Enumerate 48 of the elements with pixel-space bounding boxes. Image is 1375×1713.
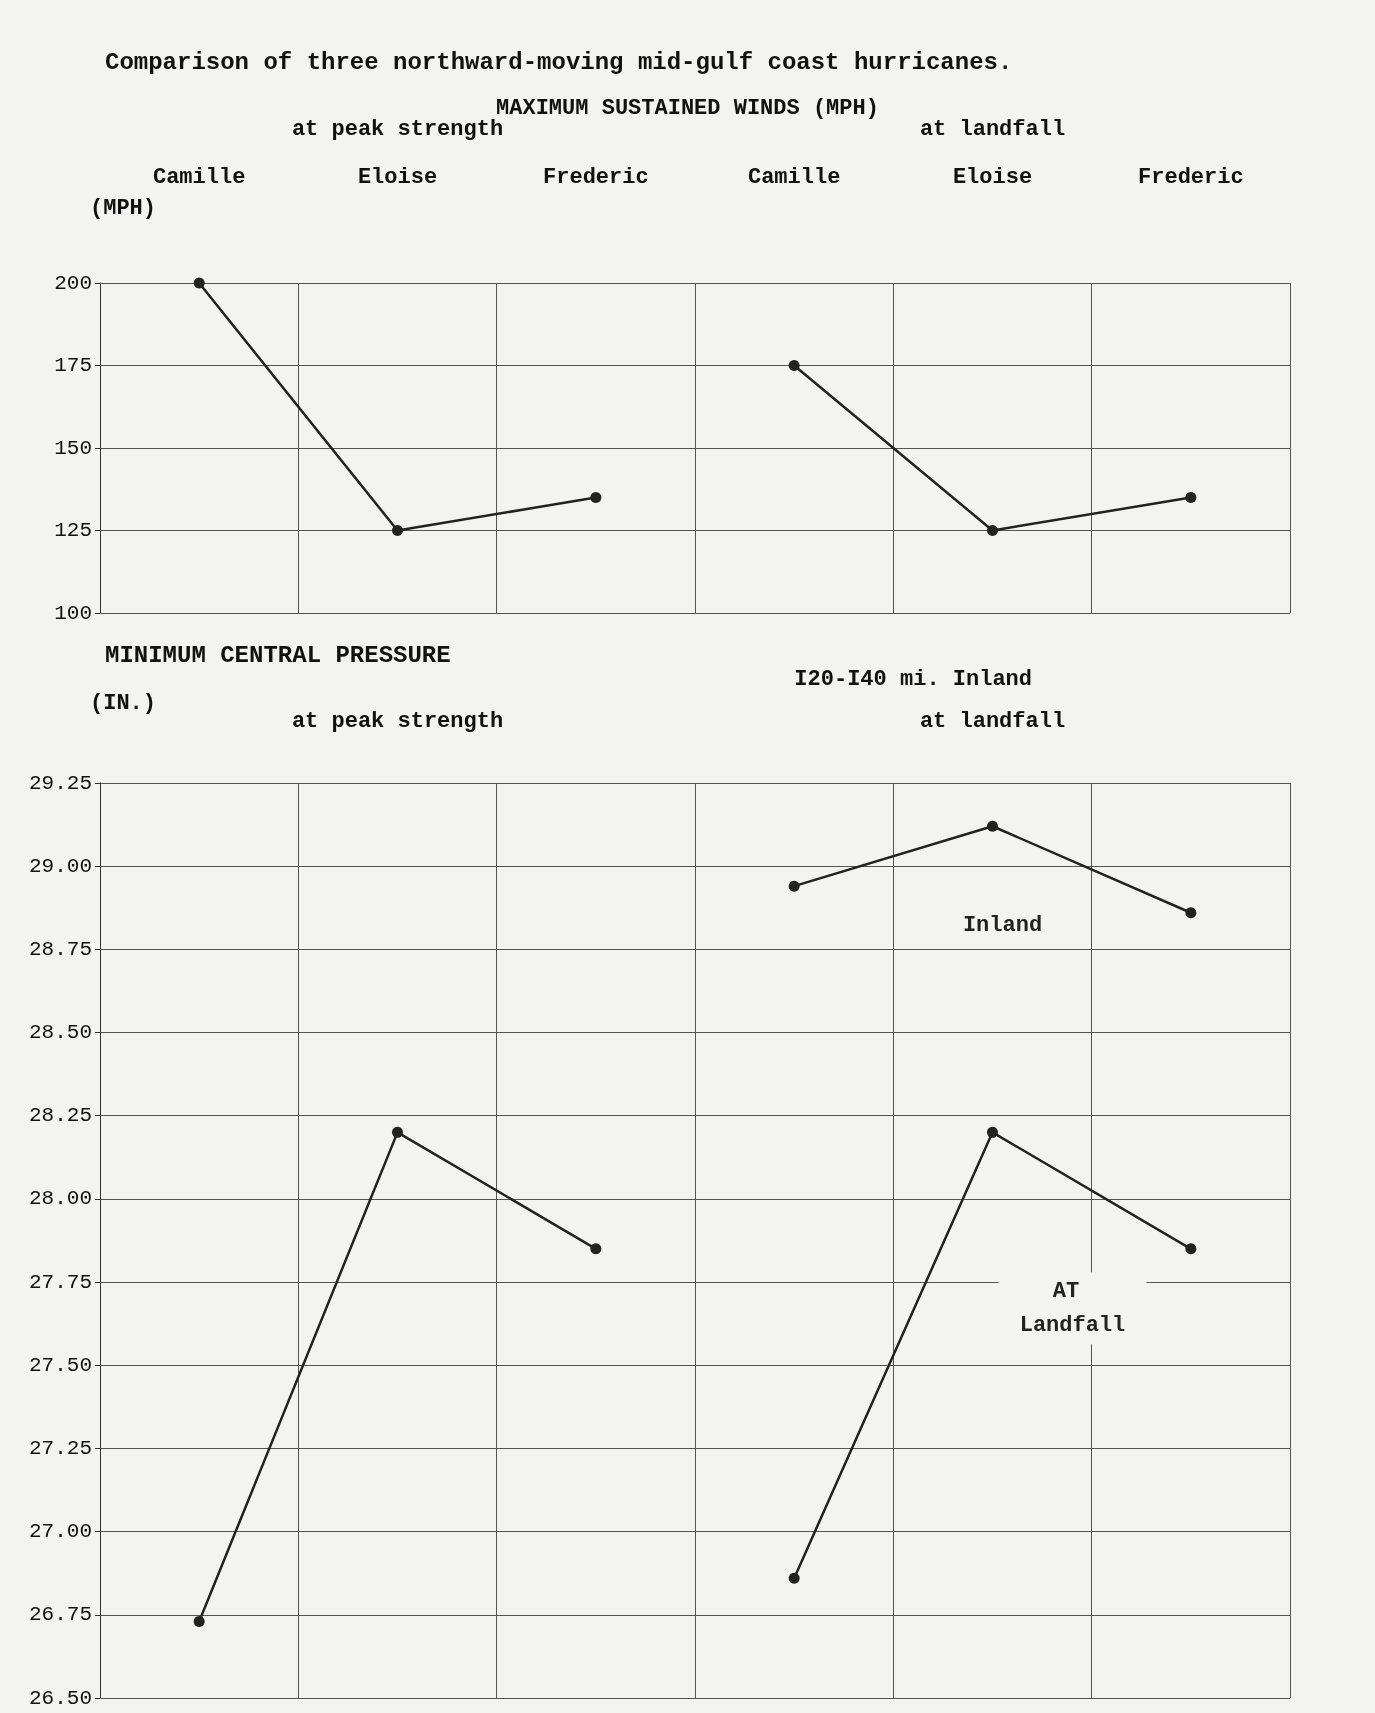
chart-title: MINIMUM CENTRAL PRESSURE (105, 641, 451, 669)
point (987, 525, 998, 536)
point (590, 1243, 602, 1255)
y-tick-label: 28.50 (28, 1021, 92, 1045)
point (987, 820, 998, 832)
y-tick-label: 200 (54, 271, 92, 295)
y-tick-label: 28.25 (28, 1104, 92, 1128)
y-tick-label: 27.50 (28, 1353, 92, 1377)
y-axis-title: (MPH) (90, 195, 157, 221)
y-tick-label: 100 (54, 601, 92, 625)
point (788, 1572, 800, 1584)
y-tick-label: 27.00 (28, 1520, 92, 1544)
point (392, 1126, 403, 1138)
y-tick-label: 29.25 (28, 771, 92, 795)
x-tick-label: Frederic (1138, 164, 1244, 190)
text: at landfall (919, 708, 1066, 734)
point (1185, 907, 1197, 919)
point (392, 525, 403, 536)
point (193, 277, 205, 289)
point (987, 1126, 998, 1138)
text: Inland (962, 912, 1043, 938)
y-tick-label: 27.75 (28, 1270, 92, 1294)
y-tick-label: 27.25 (28, 1436, 92, 1460)
text: at peak strength (291, 708, 504, 734)
y-tick-label: 26.50 (28, 1686, 92, 1710)
point (1185, 492, 1197, 503)
y-tick-label: 125 (54, 519, 92, 542)
x-tick-label: Eloise (357, 164, 438, 190)
point (590, 492, 602, 503)
point (193, 1615, 205, 1627)
y-tick-label: 28.00 (28, 1187, 92, 1211)
y-tick-label: 150 (54, 436, 92, 460)
y-axis-title: (IN.) (90, 690, 157, 716)
y-tick-label: 28.75 (28, 937, 92, 961)
y-tick-label: 175 (54, 354, 92, 377)
text: I20-I40 mi. Inland (794, 666, 1032, 692)
x-tick-label: Frederic (543, 164, 649, 190)
point (788, 880, 800, 892)
point (1185, 1243, 1197, 1255)
x-tick-label: Camille (747, 164, 841, 190)
y-tick-label: 26.75 (28, 1603, 92, 1627)
point (788, 360, 800, 371)
chart-title: Comparison of three northward-moving mid-gulf coast hurricanes. (105, 48, 1013, 76)
y-tick-label: 29.00 (28, 854, 92, 878)
text: AT Landfall (1019, 1278, 1126, 1338)
x-tick-label: Eloise (952, 164, 1033, 190)
text: at landfall (919, 116, 1066, 142)
x-tick-label: Camille (152, 164, 246, 190)
